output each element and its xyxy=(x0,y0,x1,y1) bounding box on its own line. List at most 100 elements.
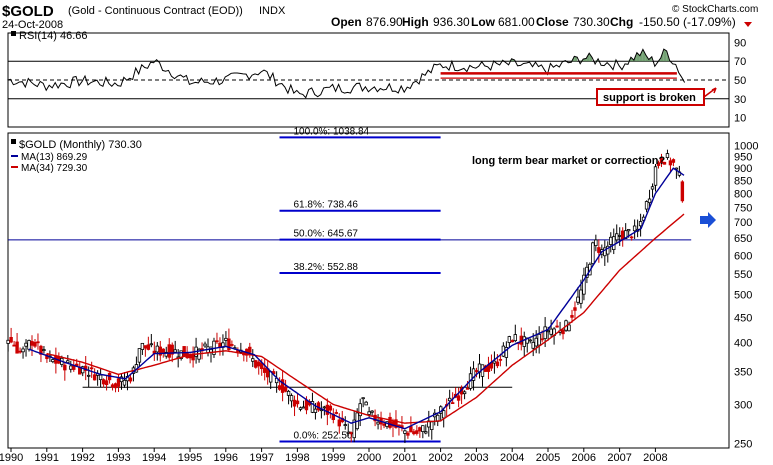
open-label: Open xyxy=(331,15,362,29)
rsi-legend-label: RSI(14) 46.66 xyxy=(19,30,87,42)
candle-body xyxy=(143,345,148,349)
candle-body xyxy=(570,315,574,318)
candle-body xyxy=(6,339,10,344)
candle-body xyxy=(597,247,601,253)
candle-body xyxy=(89,367,94,370)
candle-body xyxy=(12,344,16,347)
candle-body xyxy=(671,159,676,163)
x-tick-label: 2008 xyxy=(643,452,667,464)
candle-body xyxy=(310,401,315,413)
candle-body xyxy=(104,380,109,386)
price-tick-label: 300 xyxy=(734,399,752,411)
candle-body xyxy=(582,274,586,295)
candle-body xyxy=(424,431,428,434)
candle-body xyxy=(325,404,330,415)
candle-body xyxy=(343,424,347,427)
candle-body xyxy=(128,377,133,382)
candle-body xyxy=(337,419,341,427)
candle-body xyxy=(63,364,67,371)
date-label: 24-Oct-2008 xyxy=(2,19,63,31)
candle-body xyxy=(364,401,368,406)
candle-body xyxy=(21,348,25,353)
close-label: Close xyxy=(536,15,569,29)
candle-body xyxy=(510,340,515,343)
candle-body xyxy=(140,342,145,350)
price-tick-label: 550 xyxy=(734,269,752,281)
candle-body xyxy=(618,235,622,237)
candle-body xyxy=(286,390,291,396)
rsi-legend: RSI(14) 46.66 xyxy=(11,30,87,42)
candle-body xyxy=(522,336,526,347)
chg-value: -150.50 (-17.09%) xyxy=(639,15,736,29)
fib-label: 50.0%: 645.67 xyxy=(294,229,359,240)
candle-body xyxy=(137,348,142,363)
candle-body xyxy=(349,432,353,435)
candle-body xyxy=(507,336,512,343)
price-tick-label: 850 xyxy=(734,175,752,187)
candle-body xyxy=(358,403,362,417)
bear-market-annotation: long term bear market or correction? xyxy=(472,155,665,167)
candle-body xyxy=(629,236,634,239)
support-broken-label: support is broken xyxy=(603,92,696,104)
candle-body xyxy=(412,431,416,435)
rsi-overbought-fill xyxy=(639,49,643,62)
candle-body xyxy=(653,166,658,186)
rsi-annotation: support is broken xyxy=(596,87,717,106)
candle-body xyxy=(254,360,258,368)
candle-body xyxy=(513,334,518,342)
candle-body xyxy=(155,345,160,353)
candle-body xyxy=(576,296,580,303)
price-layer: 100.0%: 1038.84 61.8%: 738.46 50.0%: 645.6… xyxy=(6,126,692,444)
candle-body xyxy=(567,324,571,332)
candle-body xyxy=(218,342,222,348)
candle-body xyxy=(92,374,97,381)
candle-body xyxy=(421,425,425,432)
ma34-legend-label: MA(34) 729.30 xyxy=(21,163,88,174)
price-legend: $GOLD (Monthly) 730.30 MA(13) 869.29 MA(… xyxy=(11,139,142,174)
candle-body xyxy=(665,153,670,158)
price-tick-label: 800 xyxy=(734,189,752,201)
description-label: (Gold - Continuous Contract (EOD)) xyxy=(68,5,243,17)
candle-body xyxy=(298,407,303,410)
candle-body xyxy=(280,379,285,393)
candle-body xyxy=(531,341,535,349)
x-tick-label: 1996 xyxy=(214,452,238,464)
rsi-layer xyxy=(7,48,729,100)
candle-body xyxy=(650,186,655,190)
price-tick-label: 250 xyxy=(734,439,752,451)
candle-body xyxy=(361,397,365,400)
candle-body xyxy=(27,340,31,350)
candle-body xyxy=(632,225,637,232)
ma34-line xyxy=(46,213,685,424)
candle-body xyxy=(591,242,595,264)
candle-body xyxy=(224,337,228,341)
price-tick-label: 350 xyxy=(734,366,752,378)
x-tick-label: 1998 xyxy=(285,452,309,464)
candle-body xyxy=(403,430,407,434)
candle-body xyxy=(263,367,267,373)
rsi-legend-swatch xyxy=(11,31,16,36)
axis-layer: 10 30 50 70 90 250 300 350 400 450 500 550 600 650 700… xyxy=(0,37,758,464)
fib-label: 100.0%: 1038.84 xyxy=(294,126,370,137)
chg-label: Chg xyxy=(610,15,633,29)
rsi-tick-label: 30 xyxy=(734,94,746,106)
candle-body xyxy=(313,408,318,413)
candle-body xyxy=(292,399,297,407)
rsi-tick-label: 10 xyxy=(734,113,746,125)
candle-body xyxy=(498,358,503,361)
candle-body xyxy=(397,424,401,427)
x-tick-label: 2000 xyxy=(357,452,381,464)
candle-body xyxy=(537,333,541,346)
rsi-tick-label: 50 xyxy=(734,75,746,87)
candle-body xyxy=(18,350,22,353)
low-value: 681.00 xyxy=(498,15,535,29)
candle-body xyxy=(376,421,380,425)
price-tick-label: 500 xyxy=(734,290,752,302)
candle-body xyxy=(257,361,261,367)
x-tick-label: 2003 xyxy=(464,452,488,464)
price-legend-swatch xyxy=(11,139,16,144)
candle-body xyxy=(561,329,565,335)
candle-body xyxy=(644,201,649,210)
x-tick-label: 2004 xyxy=(500,452,524,464)
